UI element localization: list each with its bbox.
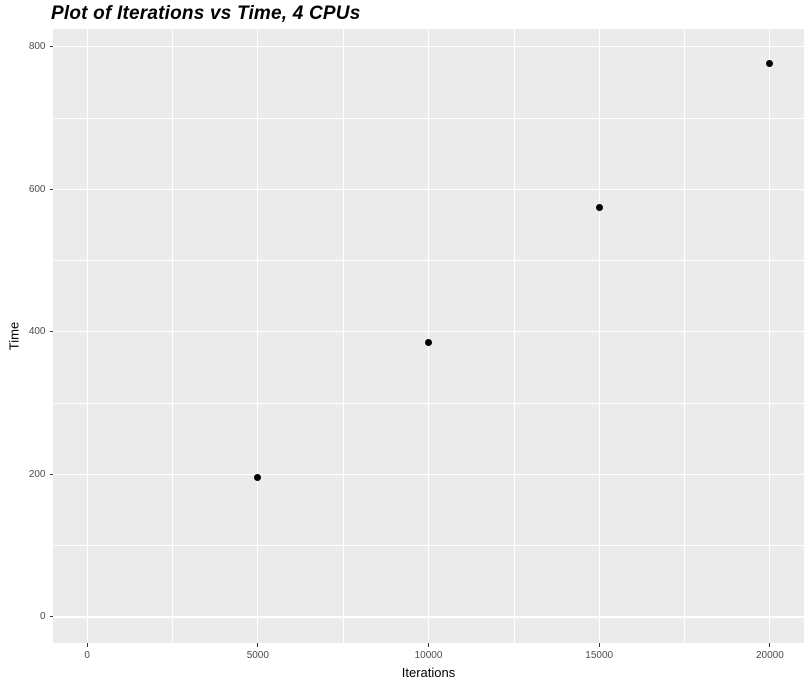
x-tick-mark <box>598 643 600 647</box>
x-major-gridline <box>86 29 88 643</box>
y-tick-mark <box>49 331 53 333</box>
data-point <box>595 203 603 211</box>
x-major-gridline <box>769 29 771 643</box>
x-tick-label: 15000 <box>585 650 614 661</box>
x-minor-gridline <box>342 29 344 643</box>
y-tick-label: 200 <box>28 468 46 480</box>
data-point <box>766 59 774 67</box>
x-major-gridline <box>598 29 600 643</box>
plot-panel <box>53 29 804 643</box>
y-major-gridline <box>53 188 804 190</box>
data-point <box>425 339 432 347</box>
y-tick-label: 400 <box>28 326 46 338</box>
y-tick-mark <box>49 46 53 48</box>
x-tick-mark <box>257 643 259 647</box>
x-major-gridline <box>257 29 259 643</box>
y-major-gridline <box>53 616 804 618</box>
x-tick-mark <box>428 643 429 647</box>
x-minor-gridline <box>513 29 515 643</box>
x-tick-label: 20000 <box>755 650 784 661</box>
plot-title: Plot of Iterations vs Time, 4 CPUs <box>51 3 361 24</box>
data-point <box>254 473 262 481</box>
y-tick-label: 0 <box>39 611 46 623</box>
x-tick-label: 10000 <box>414 650 443 661</box>
x-tick-mark <box>769 643 771 647</box>
y-tick-mark <box>49 188 53 190</box>
y-major-gridline <box>53 473 804 475</box>
x-tick-mark <box>86 643 88 647</box>
y-tick-mark <box>49 473 53 475</box>
x-tick-label: 5000 <box>246 650 269 661</box>
y-tick-label: 600 <box>28 183 46 195</box>
x-minor-gridline <box>684 29 685 643</box>
x-minor-gridline <box>172 29 173 643</box>
y-major-gridline <box>53 46 804 48</box>
x-major-gridline <box>427 29 430 643</box>
x-tick-label: 0 <box>84 650 90 661</box>
y-major-gridline <box>53 331 804 333</box>
y-tick-mark <box>49 616 53 618</box>
x-axis-title: Iterations <box>401 665 456 680</box>
y-tick-label: 800 <box>28 41 46 53</box>
